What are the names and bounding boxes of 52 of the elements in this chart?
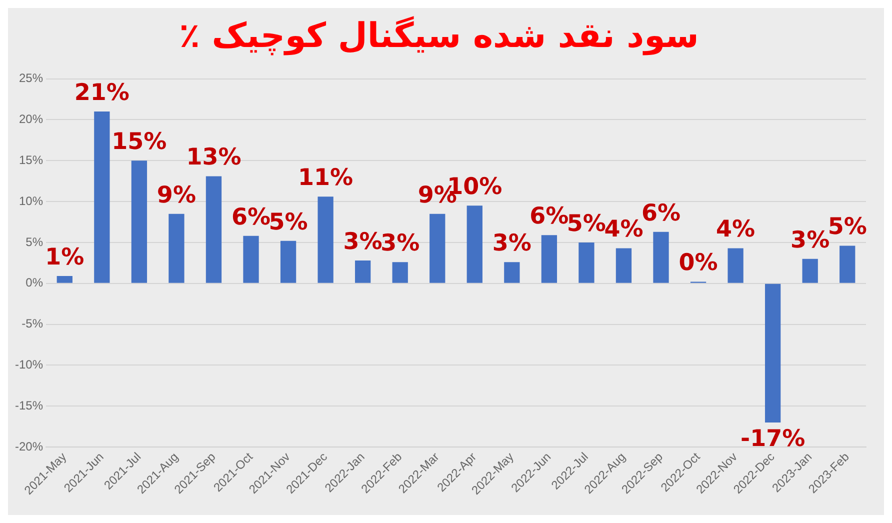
data-label: 3% (492, 230, 532, 257)
data-label: 13% (186, 144, 242, 171)
data-label: 5% (566, 210, 606, 237)
bar (94, 112, 110, 283)
bar (504, 262, 520, 283)
y-tick-label: 15% (18, 152, 44, 167)
bar (206, 176, 222, 283)
bar (728, 248, 744, 283)
data-label: 0% (678, 250, 718, 276)
bar (131, 160, 148, 283)
y-tick-label: 5% (26, 234, 44, 249)
bar (168, 214, 184, 283)
bar (764, 284, 781, 423)
y-tick-label: -15% (15, 398, 44, 412)
data-label: 3% (380, 230, 420, 257)
chart-title: ٪ سود نقد شده سیگنال کوچیک (179, 16, 699, 56)
y-tick-label: 0% (26, 276, 44, 290)
bar (280, 240, 296, 283)
y-tick-label: -10% (15, 358, 44, 372)
bar (578, 242, 594, 283)
bar (840, 246, 856, 283)
y-tick-label: 20% (18, 112, 44, 126)
bar (243, 236, 259, 283)
bar (541, 235, 558, 283)
data-label: 15% (112, 129, 167, 156)
bar (653, 232, 669, 283)
data-label: 11% (298, 165, 354, 192)
bar (616, 248, 632, 283)
bar (56, 276, 72, 283)
data-label: 4% (604, 216, 644, 243)
y-tick-label: 10% (18, 194, 44, 208)
bar (430, 214, 446, 283)
data-label: 6% (641, 200, 681, 226)
data-label: 6% (530, 204, 569, 230)
data-label: 6% (231, 204, 271, 230)
y-tick-label: -20% (15, 439, 44, 454)
bar (802, 258, 818, 283)
y-tick-label: -5% (22, 316, 44, 331)
y-tick-label: 25% (18, 71, 44, 86)
data-label: 9% (156, 182, 196, 208)
bar (318, 196, 334, 283)
bar (355, 260, 371, 283)
bar (392, 262, 408, 283)
data-label: 21% (74, 80, 130, 106)
data-label: 5% (268, 209, 308, 236)
data-label: -17% (740, 426, 806, 452)
data-label: 5% (828, 214, 867, 240)
data-label: 4% (716, 216, 756, 243)
bar (466, 206, 482, 283)
data-label: 3% (790, 227, 830, 254)
data-label: 1% (45, 244, 84, 271)
data-label: 3% (343, 228, 382, 255)
